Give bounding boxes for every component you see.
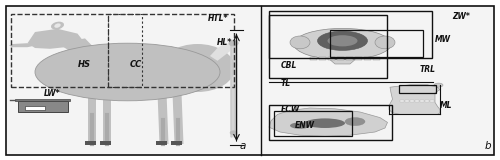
Polygon shape bbox=[330, 60, 355, 64]
Bar bbox=[430, 100, 434, 102]
Bar bbox=[330, 30, 422, 57]
Ellipse shape bbox=[54, 23, 60, 28]
Ellipse shape bbox=[434, 83, 443, 87]
Text: a: a bbox=[240, 141, 246, 151]
Text: HS: HS bbox=[78, 60, 90, 69]
Bar bbox=[328, 57, 335, 60]
Text: ENW: ENW bbox=[295, 121, 315, 130]
Bar bbox=[310, 57, 317, 60]
Text: MW: MW bbox=[435, 35, 451, 44]
Bar bbox=[170, 141, 181, 145]
Polygon shape bbox=[210, 43, 233, 61]
Bar bbox=[25, 106, 45, 110]
Bar bbox=[425, 100, 429, 102]
Polygon shape bbox=[102, 96, 112, 144]
Bar bbox=[156, 141, 166, 145]
Ellipse shape bbox=[290, 122, 310, 129]
Text: HTL*: HTL* bbox=[208, 14, 228, 23]
Ellipse shape bbox=[375, 36, 395, 49]
Ellipse shape bbox=[290, 36, 310, 49]
Bar bbox=[398, 85, 436, 93]
Polygon shape bbox=[88, 96, 96, 144]
Bar bbox=[269, 15, 386, 78]
Bar bbox=[11, 14, 234, 87]
Bar bbox=[108, 14, 142, 87]
Polygon shape bbox=[9, 43, 35, 47]
Bar bbox=[346, 57, 353, 60]
Ellipse shape bbox=[345, 118, 365, 126]
Text: HL*: HL* bbox=[216, 38, 232, 47]
Bar bbox=[18, 101, 68, 112]
Text: LW*: LW* bbox=[44, 89, 60, 98]
Bar bbox=[373, 57, 380, 60]
Ellipse shape bbox=[35, 43, 220, 101]
Bar bbox=[274, 111, 351, 136]
Ellipse shape bbox=[160, 44, 235, 92]
Bar bbox=[337, 57, 344, 60]
Bar bbox=[319, 57, 326, 60]
Polygon shape bbox=[172, 93, 184, 144]
Bar bbox=[100, 141, 111, 145]
Bar bbox=[15, 99, 70, 101]
Bar bbox=[400, 100, 404, 102]
Ellipse shape bbox=[228, 40, 238, 46]
Polygon shape bbox=[28, 29, 82, 49]
Bar bbox=[420, 100, 424, 102]
Polygon shape bbox=[158, 93, 168, 144]
Bar bbox=[269, 11, 432, 58]
Bar bbox=[269, 105, 392, 140]
Polygon shape bbox=[269, 108, 388, 136]
Text: CC: CC bbox=[130, 60, 142, 69]
Bar bbox=[364, 57, 371, 60]
Text: TRL: TRL bbox=[420, 65, 436, 74]
Ellipse shape bbox=[328, 35, 358, 46]
Bar bbox=[410, 100, 414, 102]
Text: ECW: ECW bbox=[281, 105, 300, 114]
Bar bbox=[85, 141, 96, 145]
Text: TL: TL bbox=[281, 79, 291, 88]
Ellipse shape bbox=[318, 31, 368, 50]
Text: CBL: CBL bbox=[281, 61, 297, 70]
Text: ML: ML bbox=[440, 101, 452, 110]
Bar bbox=[355, 57, 362, 60]
Ellipse shape bbox=[51, 22, 64, 30]
Ellipse shape bbox=[230, 130, 237, 135]
Bar bbox=[415, 100, 419, 102]
Ellipse shape bbox=[294, 28, 391, 60]
Polygon shape bbox=[389, 85, 440, 114]
Bar bbox=[405, 100, 409, 102]
Text: b: b bbox=[484, 141, 491, 151]
Polygon shape bbox=[58, 38, 105, 61]
Text: ZW*: ZW* bbox=[452, 12, 470, 21]
Ellipse shape bbox=[305, 118, 345, 128]
